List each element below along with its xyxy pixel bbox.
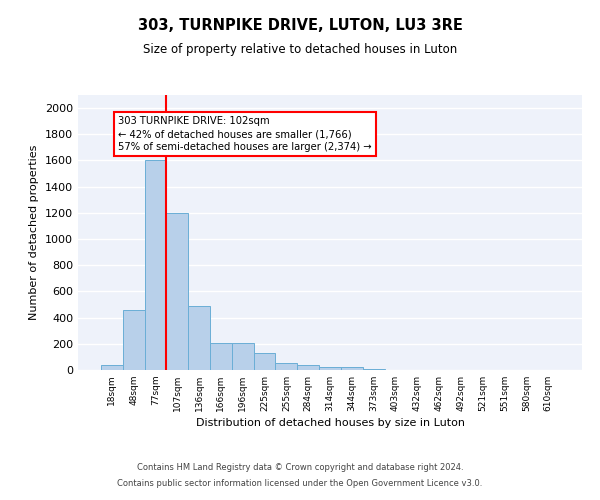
Y-axis label: Number of detached properties: Number of detached properties bbox=[29, 145, 40, 320]
Text: Contains public sector information licensed under the Open Government Licence v3: Contains public sector information licen… bbox=[118, 478, 482, 488]
Bar bbox=[145, 160, 166, 370]
Text: 303 TURNPIKE DRIVE: 102sqm
← 42% of detached houses are smaller (1,766)
57% of s: 303 TURNPIKE DRIVE: 102sqm ← 42% of deta… bbox=[118, 116, 372, 152]
Bar bbox=[166, 213, 188, 370]
Text: Contains HM Land Registry data © Crown copyright and database right 2024.: Contains HM Land Registry data © Crown c… bbox=[137, 464, 463, 472]
Bar bbox=[188, 306, 210, 370]
Bar bbox=[210, 342, 232, 370]
Bar bbox=[275, 364, 297, 370]
Bar bbox=[341, 368, 363, 370]
Bar bbox=[363, 368, 385, 370]
Bar bbox=[101, 366, 123, 370]
Bar bbox=[319, 366, 341, 370]
Text: 303, TURNPIKE DRIVE, LUTON, LU3 3RE: 303, TURNPIKE DRIVE, LUTON, LU3 3RE bbox=[137, 18, 463, 32]
Bar bbox=[232, 342, 254, 370]
Bar bbox=[254, 353, 275, 370]
Bar bbox=[123, 310, 145, 370]
Bar bbox=[297, 365, 319, 370]
Text: Size of property relative to detached houses in Luton: Size of property relative to detached ho… bbox=[143, 42, 457, 56]
X-axis label: Distribution of detached houses by size in Luton: Distribution of detached houses by size … bbox=[196, 418, 464, 428]
